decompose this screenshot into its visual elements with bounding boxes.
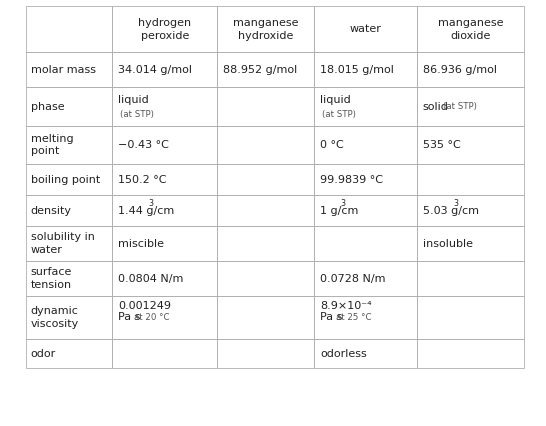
Text: 1.44 g/cm: 1.44 g/cm bbox=[118, 206, 174, 216]
Text: 0.001249: 0.001249 bbox=[118, 301, 171, 311]
Bar bbox=[112, 339, 217, 368]
Bar bbox=[314, 87, 417, 126]
Bar bbox=[417, 6, 524, 52]
Text: odor: odor bbox=[31, 348, 56, 359]
Bar bbox=[217, 52, 314, 87]
Text: 3: 3 bbox=[453, 199, 458, 208]
Bar bbox=[217, 296, 314, 339]
Text: 99.9839 °C: 99.9839 °C bbox=[320, 175, 383, 184]
Text: 3: 3 bbox=[149, 199, 153, 208]
Text: Pa s: Pa s bbox=[320, 312, 342, 322]
Text: manganese
dioxide: manganese dioxide bbox=[438, 18, 503, 40]
Text: miscible: miscible bbox=[118, 239, 164, 249]
Text: liquid: liquid bbox=[320, 95, 351, 105]
Bar bbox=[112, 195, 217, 226]
Text: insoluble: insoluble bbox=[423, 239, 473, 249]
Text: −0.43 °C: −0.43 °C bbox=[118, 140, 169, 150]
Text: melting
point: melting point bbox=[31, 134, 73, 156]
Text: water: water bbox=[350, 24, 382, 35]
Bar bbox=[217, 261, 314, 296]
Text: 1 g/cm: 1 g/cm bbox=[320, 206, 358, 216]
Bar bbox=[417, 226, 524, 261]
Text: (at STP): (at STP) bbox=[120, 109, 153, 119]
Bar bbox=[314, 6, 417, 52]
Text: boiling point: boiling point bbox=[31, 175, 100, 184]
Bar bbox=[26, 226, 112, 261]
Bar bbox=[26, 296, 112, 339]
Text: hydrogen
peroxide: hydrogen peroxide bbox=[138, 18, 192, 40]
Bar bbox=[417, 296, 524, 339]
Bar bbox=[26, 87, 112, 126]
Bar bbox=[417, 126, 524, 164]
Text: 8.9×10⁻⁴: 8.9×10⁻⁴ bbox=[320, 301, 372, 311]
Bar bbox=[26, 261, 112, 296]
Text: phase: phase bbox=[31, 101, 64, 112]
Bar bbox=[217, 164, 314, 195]
Bar bbox=[314, 52, 417, 87]
Text: solid: solid bbox=[423, 101, 448, 112]
Bar bbox=[112, 164, 217, 195]
Bar bbox=[112, 87, 217, 126]
Text: manganese
hydroxide: manganese hydroxide bbox=[233, 18, 299, 40]
Bar bbox=[314, 296, 417, 339]
Text: 18.015 g/mol: 18.015 g/mol bbox=[320, 65, 394, 75]
Text: solubility in
water: solubility in water bbox=[31, 233, 94, 255]
Bar bbox=[417, 195, 524, 226]
Bar bbox=[26, 339, 112, 368]
Text: 535 °C: 535 °C bbox=[423, 140, 460, 150]
Bar bbox=[26, 6, 112, 52]
Text: molar mass: molar mass bbox=[31, 65, 96, 75]
Bar bbox=[26, 52, 112, 87]
Text: 0 °C: 0 °C bbox=[320, 140, 343, 150]
Bar bbox=[26, 126, 112, 164]
Bar bbox=[417, 52, 524, 87]
Text: (at STP): (at STP) bbox=[322, 109, 355, 119]
Bar bbox=[217, 126, 314, 164]
Text: 86.936 g/mol: 86.936 g/mol bbox=[423, 65, 497, 75]
Bar bbox=[417, 164, 524, 195]
Bar bbox=[26, 164, 112, 195]
Bar bbox=[112, 6, 217, 52]
Bar bbox=[217, 6, 314, 52]
Bar bbox=[217, 339, 314, 368]
Bar bbox=[314, 195, 417, 226]
Bar bbox=[314, 339, 417, 368]
Text: surface
tension: surface tension bbox=[31, 268, 72, 290]
Bar bbox=[217, 195, 314, 226]
Bar bbox=[417, 261, 524, 296]
Bar bbox=[217, 226, 314, 261]
Text: (at STP): (at STP) bbox=[443, 102, 477, 111]
Bar bbox=[314, 261, 417, 296]
Text: liquid: liquid bbox=[118, 95, 149, 105]
Text: Pa s: Pa s bbox=[118, 312, 140, 322]
Text: 3: 3 bbox=[340, 199, 345, 208]
Text: dynamic
viscosity: dynamic viscosity bbox=[31, 306, 79, 328]
Bar bbox=[112, 261, 217, 296]
Bar bbox=[217, 87, 314, 126]
Bar bbox=[112, 52, 217, 87]
Bar bbox=[314, 226, 417, 261]
Text: 5.03 g/cm: 5.03 g/cm bbox=[423, 206, 479, 216]
Text: 34.014 g/mol: 34.014 g/mol bbox=[118, 65, 192, 75]
Bar bbox=[26, 195, 112, 226]
Text: 88.952 g/mol: 88.952 g/mol bbox=[223, 65, 297, 75]
Text: at 20 °C: at 20 °C bbox=[134, 313, 170, 322]
Bar bbox=[417, 339, 524, 368]
Bar bbox=[314, 164, 417, 195]
Text: 0.0728 N/m: 0.0728 N/m bbox=[320, 273, 385, 284]
Bar bbox=[112, 296, 217, 339]
Bar bbox=[417, 87, 524, 126]
Bar bbox=[314, 126, 417, 164]
Text: at 25 °C: at 25 °C bbox=[336, 313, 372, 322]
Text: density: density bbox=[31, 206, 72, 216]
Text: odorless: odorless bbox=[320, 348, 367, 359]
Bar bbox=[112, 126, 217, 164]
Text: 150.2 °C: 150.2 °C bbox=[118, 175, 167, 184]
Bar bbox=[112, 226, 217, 261]
Text: 0.0804 N/m: 0.0804 N/m bbox=[118, 273, 183, 284]
